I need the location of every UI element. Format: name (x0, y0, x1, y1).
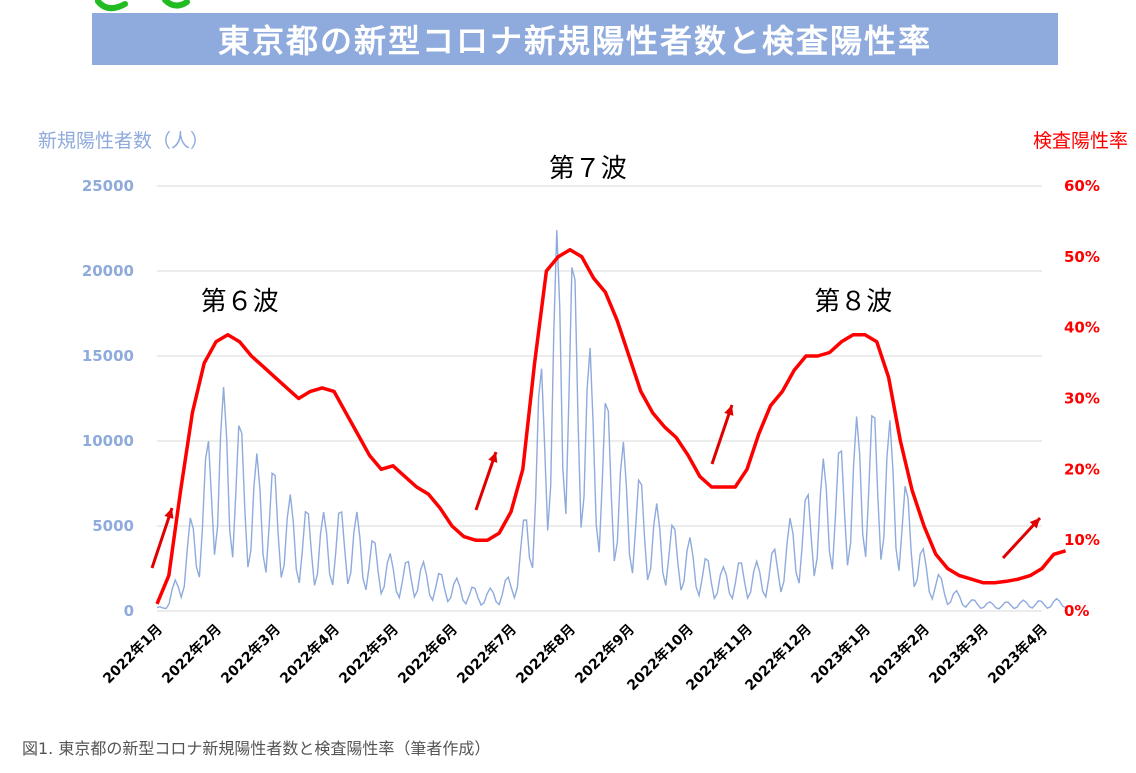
rate-series (155, 247, 1067, 605)
y-left-tick-label: 0 (124, 602, 134, 620)
green-deco-shape (95, 0, 190, 12)
x-tick-label: 2022年5月 (336, 621, 402, 687)
cases-series (156, 230, 1066, 610)
x-tick-label: 2022年9月 (572, 621, 638, 687)
title-banner: 東京都の新型コロナ新規陽性者数と検査陽性率 (92, 13, 1058, 65)
wave-label: 第６波 (201, 287, 279, 317)
trend-arrow-head (164, 508, 174, 519)
y-left-tick-label: 10000 (82, 432, 134, 450)
trend-arrow-shaft (710, 404, 734, 465)
wave-label: 第８波 (814, 287, 892, 317)
y-right-tick-label: 50% (1064, 248, 1100, 266)
x-tick-label: 2022年4月 (277, 621, 343, 687)
y-left-title: 新規陽性者数（人） (38, 130, 209, 152)
y-right-tick-label: 0% (1064, 602, 1089, 620)
trend-arrows (150, 404, 1042, 569)
trend-arrow-shaft (150, 507, 174, 569)
rate-line (155, 247, 1067, 605)
x-tick-label: 2022年8月 (513, 621, 579, 687)
y-right-tick-label: 30% (1064, 390, 1100, 408)
y-left-tick-label: 15000 (82, 347, 134, 365)
trend-arrow-head (1029, 518, 1040, 529)
x-tick-label: 2022年2月 (159, 621, 225, 687)
x-tick-label: 2022年6月 (395, 621, 461, 687)
y-left-tick-label: 20000 (82, 262, 134, 280)
y-right-tick-label: 10% (1064, 531, 1100, 549)
y-left-tick-label: 25000 (82, 177, 134, 195)
y-right-title: 検査陽性率 (1033, 130, 1128, 152)
y-right-tick-label: 40% (1064, 319, 1100, 337)
trend-arrow-head (724, 405, 734, 416)
x-tick-label: 2023年2月 (867, 621, 933, 687)
y-right-ticks: 0% 10% 20% 30% 40% 50% 60% (1064, 177, 1100, 620)
x-tick-label: 2023年3月 (926, 621, 992, 687)
figure-caption: 図1. 東京都の新型コロナ新規陽性者数と検査陽性率（筆者作成） (22, 739, 491, 758)
x-tick-label: 2023年1月 (808, 621, 874, 687)
x-tick-label: 2022年1月 (100, 621, 166, 687)
y-left-ticks: 0 5000 10000 15000 20000 25000 (82, 177, 134, 620)
chart-title: 東京都の新型コロナ新規陽性者数と検査陽性率 (217, 22, 932, 60)
y-right-tick-label: 60% (1064, 177, 1100, 195)
cases-line (156, 230, 1066, 610)
trend-arrow-head (488, 452, 498, 463)
trend-arrow-shaft (474, 451, 498, 511)
x-ticks: 2022年1月2022年2月2022年3月2022年4月2022年5月2022年… (100, 621, 1051, 694)
x-tick-label: 2023年4月 (985, 621, 1051, 687)
wave-label: 第７波 (549, 154, 627, 184)
x-tick-label: 2022年7月 (454, 621, 520, 687)
y-left-tick-label: 5000 (92, 517, 134, 535)
y-right-tick-label: 20% (1064, 460, 1100, 478)
x-tick-label: 2022年3月 (218, 621, 284, 687)
